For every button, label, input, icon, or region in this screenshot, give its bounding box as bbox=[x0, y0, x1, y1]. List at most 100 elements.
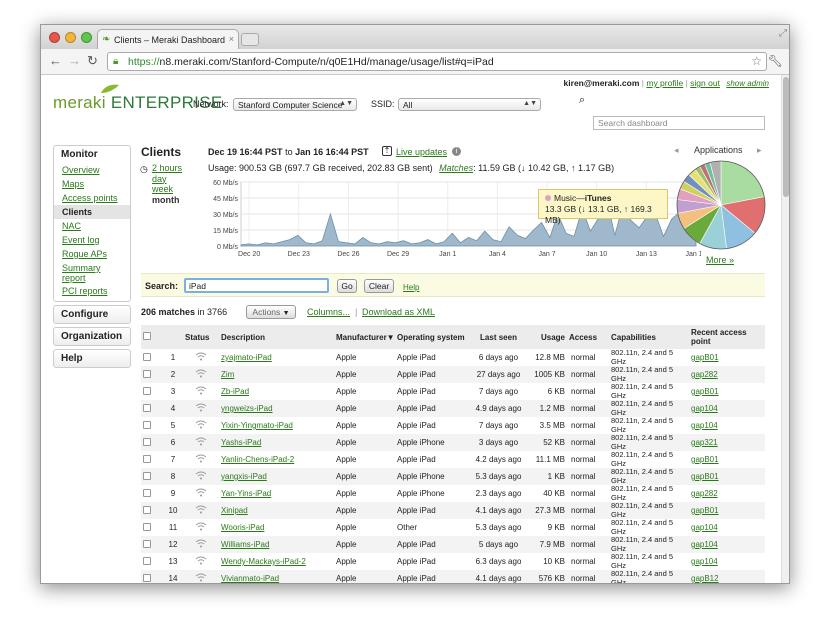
client-description-link[interactable]: zyajmato-iPad bbox=[219, 349, 334, 366]
range-2-hours[interactable]: 2 hours bbox=[152, 163, 183, 173]
ssid-select[interactable]: All ▲▼ bbox=[398, 98, 541, 111]
client-description-link-text[interactable]: Zim bbox=[221, 370, 235, 379]
nav-item-rogue-aps[interactable]: Rogue APs bbox=[62, 249, 108, 259]
row-checkbox[interactable] bbox=[141, 502, 163, 519]
wrench-icon[interactable]: 🔧︎ bbox=[767, 54, 783, 68]
my-profile-link[interactable]: my profile bbox=[646, 78, 684, 88]
access-point-link[interactable]: gap104 bbox=[689, 400, 765, 417]
access-point-link-text[interactable]: gapB01 bbox=[691, 455, 719, 464]
header-usage[interactable]: Usage bbox=[529, 325, 567, 349]
client-description-link-text[interactable]: yangxis-iPad bbox=[221, 472, 267, 481]
client-description-link-text[interactable]: Xinipad bbox=[221, 506, 248, 515]
row-checkbox[interactable] bbox=[141, 383, 163, 400]
organization-button[interactable]: Organization bbox=[53, 327, 131, 346]
pie-next-icon[interactable]: ▸ bbox=[757, 145, 762, 155]
client-description-link-text[interactable]: Yixin-Yingmato-iPad bbox=[221, 421, 293, 430]
applications-pie[interactable] bbox=[674, 158, 768, 252]
access-point-link[interactable]: gap321 bbox=[689, 434, 765, 451]
close-window-icon[interactable] bbox=[49, 32, 60, 43]
bookmark-star-icon[interactable]: ☆ bbox=[751, 54, 762, 68]
row-checkbox[interactable] bbox=[141, 417, 163, 434]
nav-item-clients[interactable]: Clients bbox=[54, 205, 130, 219]
scroll-thumb[interactable] bbox=[783, 77, 789, 197]
access-point-link-text[interactable]: gap104 bbox=[691, 421, 718, 430]
back-icon[interactable]: ← bbox=[49, 53, 62, 68]
access-point-link[interactable]: gap282 bbox=[689, 366, 765, 383]
access-point-link[interactable]: gap104 bbox=[689, 553, 765, 570]
access-point-link-text[interactable]: gap321 bbox=[691, 438, 718, 447]
access-point-link-text[interactable]: gapB01 bbox=[691, 506, 719, 515]
search-dashboard-input[interactable]: Search dashboard bbox=[593, 116, 765, 130]
browser-tab[interactable]: ❧ Clients – Meraki Dashboard × bbox=[97, 29, 239, 49]
configure-button[interactable]: Configure bbox=[53, 305, 131, 324]
nav-item-pci-reports[interactable]: PCI reports bbox=[62, 286, 108, 296]
access-point-link[interactable]: gapB01 bbox=[689, 468, 765, 485]
client-description-link[interactable]: yngweizs-iPad bbox=[219, 400, 334, 417]
row-checkbox[interactable] bbox=[141, 366, 163, 383]
nav-item-access-points[interactable]: Access points bbox=[62, 193, 118, 203]
select-all-checkbox[interactable] bbox=[141, 325, 163, 349]
nav-item-overview[interactable]: Overview bbox=[62, 165, 100, 175]
zoom-window-icon[interactable] bbox=[81, 32, 92, 43]
table-row[interactable]: 6 Yashs-iPad Apple Apple iPhone 3 days ago 52… bbox=[141, 434, 765, 451]
reload-icon[interactable]: ↻ bbox=[87, 53, 98, 68]
client-description-link[interactable]: Yan-Yins-iPad bbox=[219, 485, 334, 502]
client-description-link-text[interactable]: Zb-iPad bbox=[221, 387, 250, 396]
close-tab-icon[interactable]: × bbox=[228, 34, 234, 44]
client-description-link[interactable]: Wooris-iPad bbox=[219, 519, 334, 536]
table-row[interactable]: 13 Wendy-Mackays-iPad-2 Apple Apple iPad 6.3… bbox=[141, 553, 765, 570]
search-help-link[interactable]: Help bbox=[403, 283, 420, 292]
forward-icon[interactable]: → bbox=[68, 53, 81, 68]
scrollbar[interactable] bbox=[781, 75, 789, 583]
client-description-link-text[interactable]: Yanlin-Chens-iPad-2 bbox=[221, 455, 295, 464]
access-point-link[interactable]: gapB01 bbox=[689, 383, 765, 400]
table-row[interactable]: 9 Yan-Yins-iPad Apple Apple iPhone 2.3 days … bbox=[141, 485, 765, 502]
access-point-link[interactable]: gapB12 bbox=[689, 570, 765, 583]
show-admin-link[interactable]: show admin bbox=[726, 79, 769, 88]
client-description-link-text[interactable]: yngweizs-iPad bbox=[221, 404, 273, 413]
row-checkbox[interactable] bbox=[141, 451, 163, 468]
help-button[interactable]: Help bbox=[53, 349, 131, 368]
nav-item-event-log[interactable]: Event log bbox=[62, 235, 100, 245]
header-ap[interactable]: Recent access point bbox=[689, 325, 765, 349]
row-checkbox[interactable] bbox=[141, 349, 163, 366]
client-description-link-text[interactable]: zyajmato-iPad bbox=[221, 353, 272, 362]
row-checkbox[interactable] bbox=[141, 570, 163, 583]
table-row[interactable]: 1 zyajmato-iPad Apple Apple iPad 6 days ago 1… bbox=[141, 349, 765, 366]
access-point-link-text[interactable]: gapB01 bbox=[691, 472, 719, 481]
nav-item-summary-report[interactable]: Summary report bbox=[62, 263, 101, 283]
info-icon[interactable]: i bbox=[452, 147, 461, 156]
columns-link[interactable]: Columns... bbox=[307, 307, 351, 317]
access-point-link[interactable]: gapB01 bbox=[689, 451, 765, 468]
range-week[interactable]: week bbox=[152, 184, 174, 194]
client-description-link[interactable]: yangxis-iPad bbox=[219, 468, 334, 485]
matches-label[interactable]: Matches bbox=[439, 163, 474, 173]
access-point-link-text[interactable]: gap104 bbox=[691, 540, 718, 549]
new-tab-button[interactable] bbox=[241, 33, 259, 46]
client-description-link[interactable]: Yanlin-Chens-iPad-2 bbox=[219, 451, 334, 468]
client-description-link[interactable]: Yashs-iPad bbox=[219, 434, 334, 451]
client-description-link[interactable]: Yixin-Yingmato-iPad bbox=[219, 417, 334, 434]
client-description-link[interactable]: Wendy-Mackays-iPad-2 bbox=[219, 553, 334, 570]
table-row[interactable]: 3 Zb-iPad Apple Apple iPad 7 days ago 6 KB nor… bbox=[141, 383, 765, 400]
row-checkbox[interactable] bbox=[141, 400, 163, 417]
client-description-link-text[interactable]: Yashs-iPad bbox=[221, 438, 262, 447]
minimize-window-icon[interactable] bbox=[65, 32, 76, 43]
row-checkbox[interactable] bbox=[141, 553, 163, 570]
header-last-seen[interactable]: Last seen bbox=[468, 325, 529, 349]
access-point-link[interactable]: gap282 bbox=[689, 485, 765, 502]
access-point-link-text[interactable]: gap282 bbox=[691, 489, 718, 498]
meraki-logo[interactable]: meraki ENTERPRISE bbox=[53, 84, 222, 113]
table-row[interactable]: 2 Zim Apple Apple iPad 27 days ago 1005 KB nor… bbox=[141, 366, 765, 383]
header-capabilities[interactable]: Capabilities bbox=[609, 325, 689, 349]
pie-prev-icon[interactable]: ◂ bbox=[674, 145, 679, 155]
header-os[interactable]: Operating system bbox=[395, 325, 468, 349]
row-checkbox[interactable] bbox=[141, 536, 163, 553]
access-point-link-text[interactable]: gap104 bbox=[691, 523, 718, 532]
table-row[interactable]: 7 Yanlin-Chens-iPad-2 Apple Apple iPad 4.2 d… bbox=[141, 451, 765, 468]
client-description-link[interactable]: Xinipad bbox=[219, 502, 334, 519]
table-row[interactable]: 8 yangxis-iPad Apple Apple iPhone 5.3 days a… bbox=[141, 468, 765, 485]
nav-item-maps[interactable]: Maps bbox=[62, 179, 85, 189]
row-checkbox[interactable] bbox=[141, 519, 163, 536]
client-description-link-text[interactable]: Vivianmato-iPad bbox=[221, 574, 280, 583]
